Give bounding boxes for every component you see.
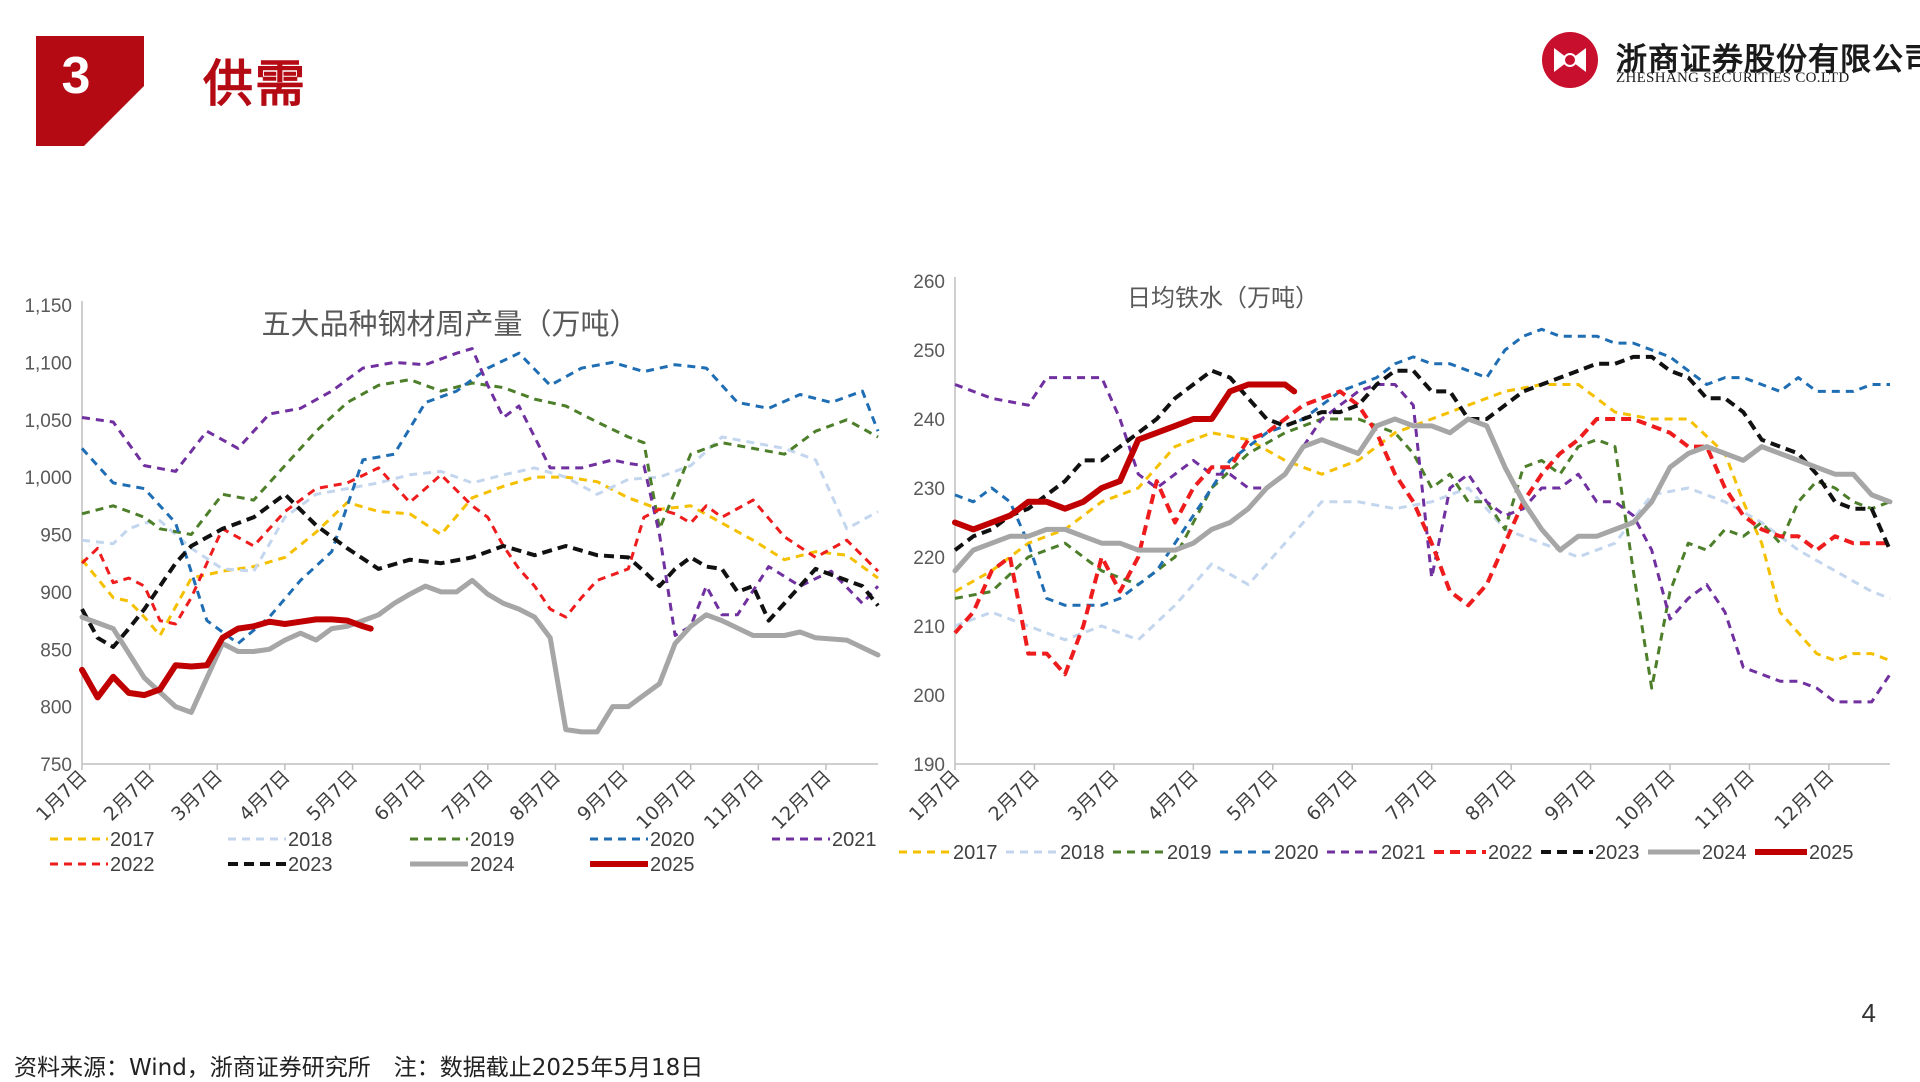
x-tick-label: 5月7日 [303, 766, 363, 826]
x-tick-label: 9月7日 [1541, 766, 1601, 826]
x-tick-label: 6月7日 [370, 766, 430, 826]
y-tick-label: 900 [40, 583, 72, 604]
series-line-2020 [954, 327, 1890, 607]
brand-subtitle: ZHESHANG SECURITIES CO.LTD [1616, 70, 1850, 86]
series-line-2021 [954, 376, 1892, 704]
series-line-2023 [953, 354, 1892, 552]
x-tick-label: 8月7日 [505, 766, 565, 826]
x-tick-label: 3月7日 [1064, 766, 1124, 826]
legend-label: 2022 [1488, 842, 1533, 864]
series-line-2025 [952, 381, 1298, 533]
y-tick-label: 250 [913, 341, 945, 362]
y-tick-label: 950 [40, 526, 72, 547]
page-title: 供需 [203, 55, 307, 113]
hot-metal-chart: 190 200 210 220 230 240 250 260 1月7日 2月7日 3月7日 4月7日… [895, 268, 1915, 892]
series-line-2025 [79, 616, 374, 701]
legend-label: 2021 [1381, 842, 1426, 864]
x-tick-label: 11月7日 [700, 766, 768, 834]
x-tick-label: 10月7日 [1611, 766, 1679, 834]
legend-label: 2022 [110, 854, 155, 876]
x-tick-label: 7月7日 [1382, 766, 1442, 826]
legend-label: 2024 [1702, 842, 1747, 864]
legend-label: 2023 [1595, 842, 1640, 864]
legend-label: 2021 [832, 829, 877, 851]
legend-label: 2025 [1809, 842, 1854, 864]
x-tick-label: 2月7日 [984, 766, 1044, 826]
series-line-2021 [81, 347, 880, 637]
x-tick-label: 6月7日 [1302, 766, 1362, 826]
brand-name: 浙商证券股份有限公司 [1616, 42, 1920, 78]
chart-title: 日均铁水（万吨） [1127, 284, 1319, 312]
y-tick-label: 1,000 [24, 468, 72, 489]
y-tick-label: 1,050 [24, 411, 72, 432]
y-tick-label: 240 [913, 410, 945, 431]
y-tick-label: 230 [913, 479, 945, 500]
series-line-2018 [954, 486, 1891, 642]
section-number: 3 [61, 47, 91, 105]
chart-title: 五大品种钢材周产量（万吨） [261, 307, 638, 341]
legend-label: 2018 [1060, 842, 1105, 864]
series-line-2024 [952, 416, 1893, 574]
series-line-2023 [80, 492, 880, 649]
y-tick-label: 210 [913, 617, 945, 638]
x-tick-label: 2月7日 [100, 766, 160, 826]
series-line-2019 [954, 417, 1891, 690]
x-tick-label: 8月7日 [1461, 766, 1521, 826]
x-tick-label: 10月7日 [632, 766, 700, 834]
y-tick-label: 200 [913, 686, 945, 707]
x-tick-label: 11月7日 [1691, 766, 1759, 834]
y-tick-label: 1,150 [24, 296, 72, 317]
legend-label: 2023 [288, 854, 333, 876]
legend-label: 2017 [953, 842, 998, 864]
series-line-2024 [79, 577, 881, 735]
y-tick-label: 190 [913, 755, 945, 776]
source-note: 资料来源：Wind，浙商证券研究所 注：数据截止2025年5月18日 [14, 1055, 704, 1081]
legend-label: 2024 [470, 854, 515, 876]
legend-label: 2017 [110, 829, 155, 851]
y-tick-label: 800 [40, 698, 72, 719]
brand-mark-icon [1542, 32, 1598, 88]
x-tick-label: 7月7日 [438, 766, 498, 826]
x-tick-label: 12月7日 [1770, 766, 1838, 834]
x-tick-label: 4月7日 [1143, 766, 1203, 826]
x-tick-label: 4月7日 [235, 766, 295, 826]
series-line-2022 [953, 389, 1890, 677]
legend-label: 2020 [1274, 842, 1319, 864]
brand-logo: 浙商证券股份有限公司 ZHESHANG SECURITIES CO.LTD [1540, 30, 1920, 90]
series-line-2019 [81, 378, 879, 536]
legend-label: 2020 [650, 829, 695, 851]
x-tick-label: 5月7日 [1223, 766, 1283, 826]
series-line-2017 [954, 383, 1891, 662]
y-tick-label: 260 [913, 272, 945, 293]
series-line-2018 [81, 435, 879, 573]
section-badge-shape [36, 36, 144, 146]
series-line-2022 [80, 466, 880, 626]
x-tick-label: 3月7日 [167, 766, 227, 826]
series-line-2020 [80, 351, 880, 645]
page-number: 4 [1861, 998, 1876, 1028]
section-badge [36, 36, 144, 146]
legend-label: 2019 [1167, 842, 1212, 864]
steel-output-chart: 750 800 850 900 950 1,000 1,050 1,100 1,150 1月7日 2… [0, 272, 890, 892]
x-tick-label: 12月7日 [767, 766, 835, 834]
legend-label: 2025 [650, 854, 695, 876]
x-tick-label: 9月7日 [573, 766, 633, 826]
legend-label: 2018 [288, 829, 333, 851]
y-tick-label: 220 [913, 548, 945, 569]
y-tick-label: 750 [40, 755, 72, 776]
series-line-2017 [80, 475, 879, 637]
legend-label: 2019 [470, 829, 515, 851]
y-tick-label: 850 [40, 640, 72, 661]
y-tick-label: 1,100 [24, 353, 72, 374]
